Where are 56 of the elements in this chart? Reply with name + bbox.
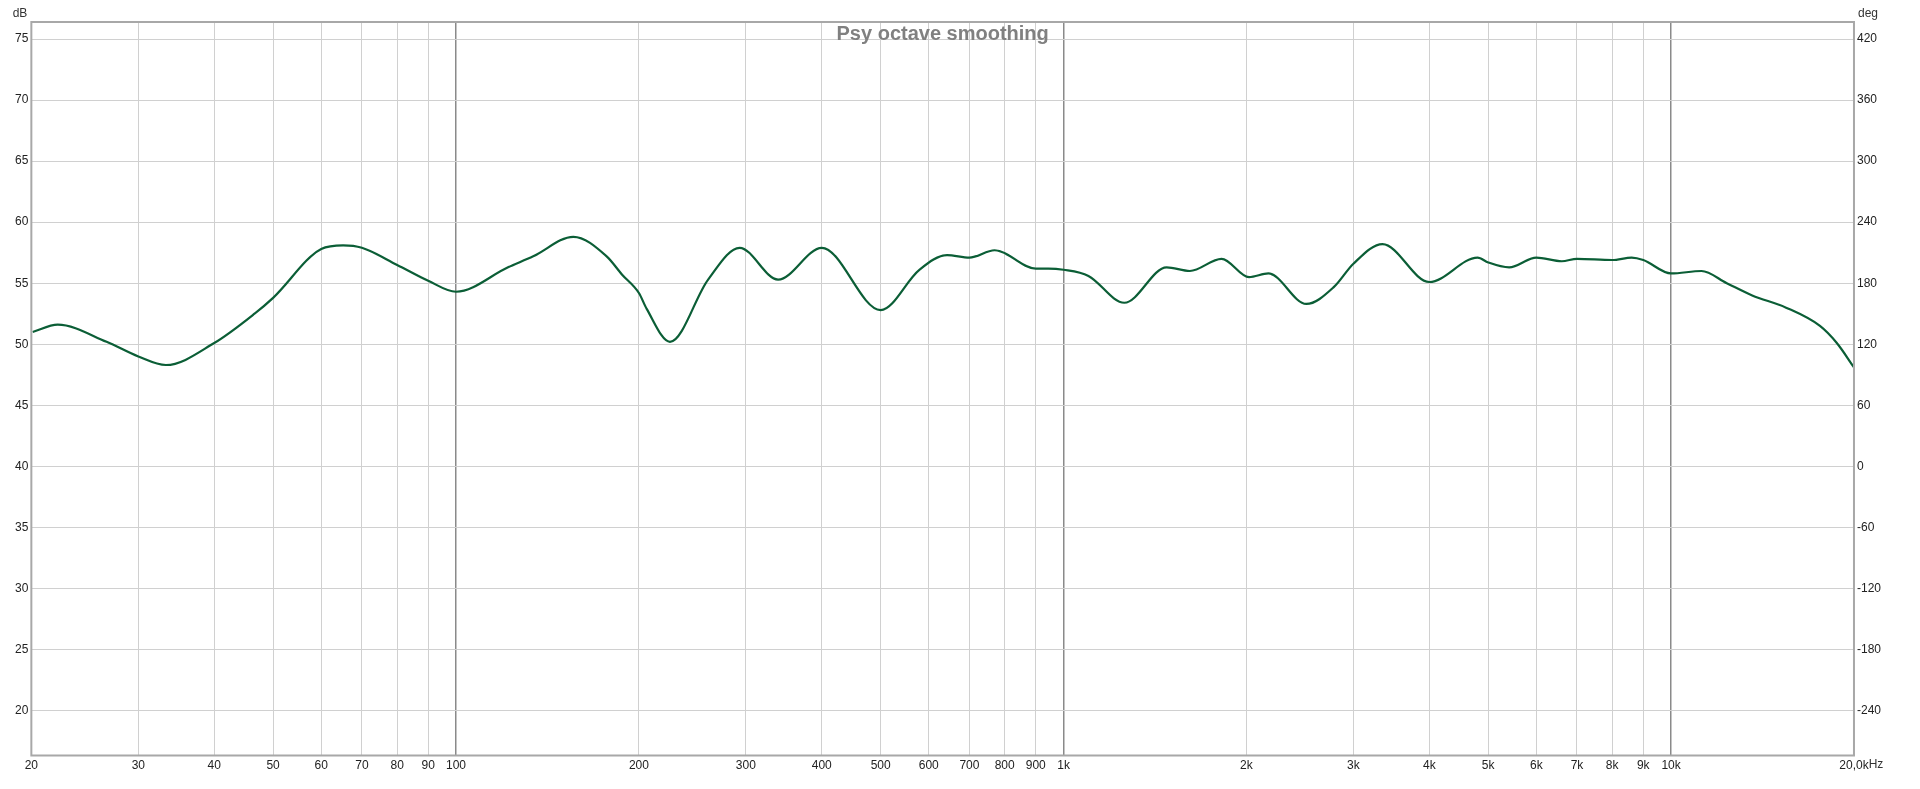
y2-tick-label: 420 <box>1856 31 1878 46</box>
x-tick-label: 8k <box>1605 758 1620 773</box>
x-tick-label: 100 <box>445 758 467 773</box>
x-tick-label: 80 <box>390 758 405 773</box>
y2-tick-label: 60 <box>1856 397 1871 412</box>
x-tick-label: 2k <box>1240 758 1254 773</box>
x-tick-label: 70 <box>355 758 369 773</box>
y2-tick-label: 180 <box>1856 275 1878 290</box>
y2-tick-label: 240 <box>1856 214 1878 229</box>
y2-tick-label: 0 <box>1856 458 1864 473</box>
y2-axis-title: deg <box>1857 6 1879 21</box>
y-tick-label: 75 <box>14 31 29 46</box>
y-axis-title: dB <box>12 6 28 21</box>
x-tick-label: 500 <box>870 758 891 773</box>
x-tick-label: 4k <box>1422 758 1437 773</box>
x-tick-label: 50 <box>266 758 281 773</box>
x-tick-label: 800 <box>994 758 1015 773</box>
y-tick-label: 35 <box>14 519 29 534</box>
y-tick-label: 50 <box>14 336 29 351</box>
y-tick-label: 65 <box>14 153 29 168</box>
x-tick-label: 30 <box>131 758 146 773</box>
x-tick-label: 1k <box>1057 758 1071 773</box>
x-tick-label: 400 <box>811 758 833 773</box>
y-tick-label: 30 <box>14 580 29 595</box>
y-tick-label: 55 <box>14 275 29 290</box>
x-tick-label: 40 <box>207 758 222 773</box>
y-tick-label: 45 <box>14 397 29 412</box>
y2-tick-label: 360 <box>1856 92 1878 107</box>
y-tick-label: 20 <box>14 702 29 717</box>
y-tick-label: 40 <box>14 458 29 473</box>
x-tick-label: 6k <box>1529 758 1544 773</box>
x-tick-label: 20,0k <box>1839 758 1870 773</box>
x-tick-label: 200 <box>628 758 650 773</box>
x-tick-label: 900 <box>1025 758 1047 773</box>
y2-tick-label: -60 <box>1856 519 1875 534</box>
y2-tick-label: -120 <box>1856 580 1882 595</box>
x-tick-label: 700 <box>959 758 980 773</box>
x-tick-label: 20 <box>24 758 39 773</box>
x-tick-label: 600 <box>918 758 940 773</box>
chart-title: Psy octave smoothing <box>836 21 1049 44</box>
x-axis-title: Hz <box>1868 756 1884 771</box>
y-tick-label: 70 <box>14 92 29 107</box>
x-tick-label: 9k <box>1636 758 1651 773</box>
y-tick-label: 25 <box>14 641 29 656</box>
x-tick-label: 3k <box>1347 758 1361 773</box>
y2-tick-label: 120 <box>1856 336 1878 351</box>
x-tick-label: 7k <box>1570 758 1585 773</box>
x-tick-label: 10k <box>1661 758 1682 773</box>
y-tick-label: 60 <box>14 214 29 229</box>
x-tick-label: 90 <box>421 758 436 773</box>
y2-tick-label: 300 <box>1856 153 1878 168</box>
x-tick-label: 300 <box>735 758 757 773</box>
y2-tick-label: -180 <box>1856 641 1882 656</box>
x-tick-label: 60 <box>314 758 329 773</box>
y2-tick-label: -240 <box>1856 702 1882 717</box>
x-tick-label: 5k <box>1481 758 1496 773</box>
